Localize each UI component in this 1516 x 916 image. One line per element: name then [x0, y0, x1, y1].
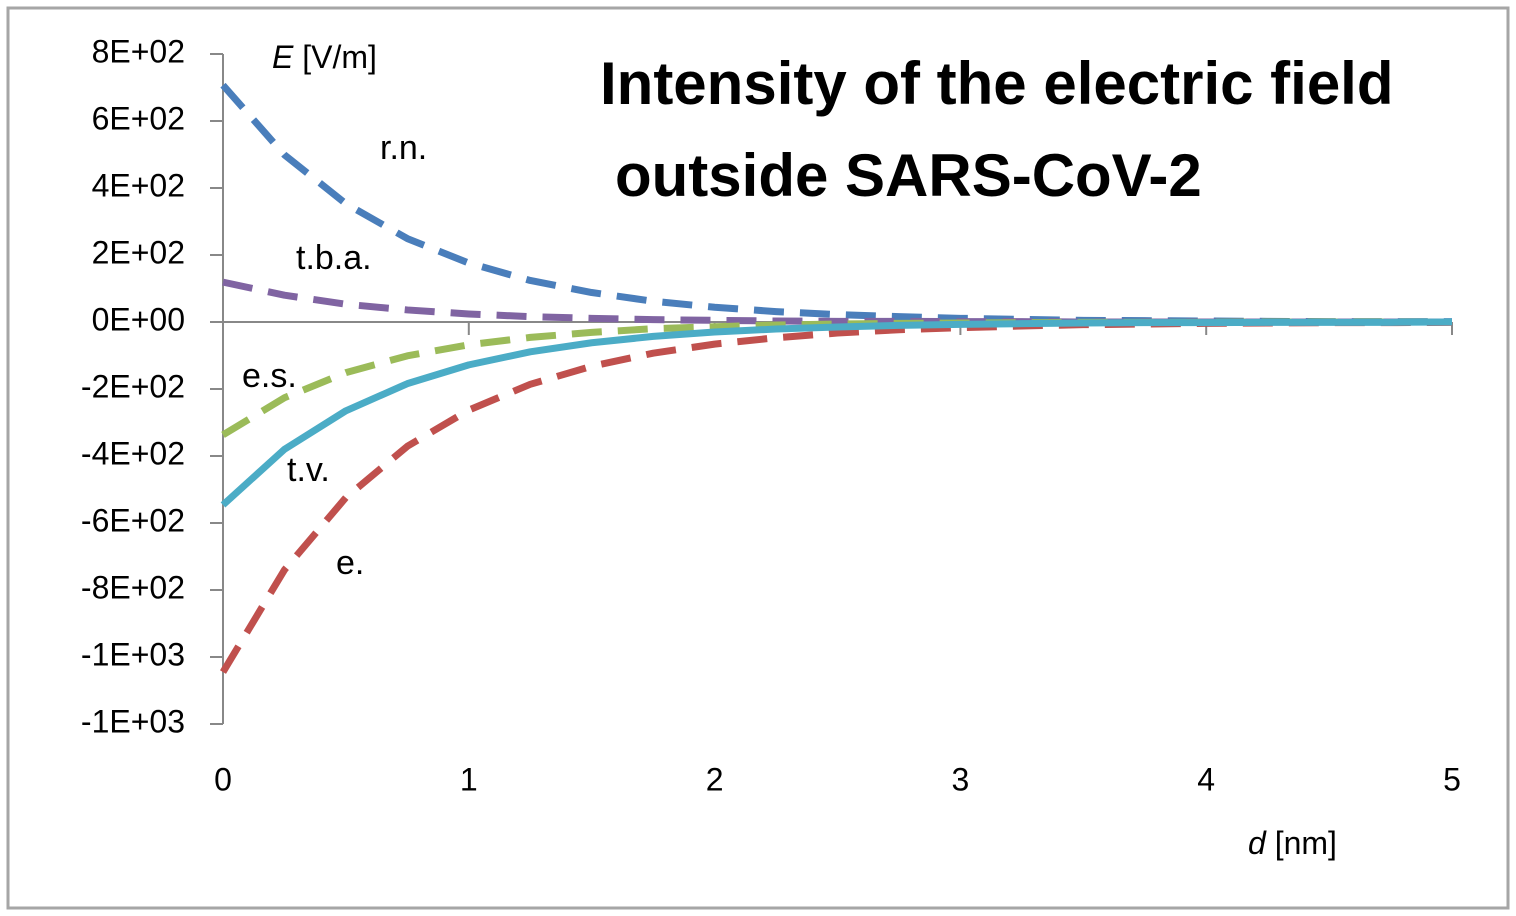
y-axis-symbol: E [272, 39, 294, 75]
x-tick-label: 2 [706, 761, 724, 797]
x-tick-label: 1 [460, 761, 478, 797]
y-tick-label: -1E+03 [81, 703, 185, 739]
series-label: t.v. [287, 451, 330, 489]
x-tick-label: 0 [214, 761, 232, 797]
y-tick-label: 6E+02 [92, 100, 185, 136]
y-tick-label: 0E+00 [92, 301, 185, 337]
y-tick-label: -2E+02 [81, 368, 185, 404]
series-label: e.s. [242, 357, 297, 395]
y-tick-label: 8E+02 [92, 33, 185, 69]
x-axis-unit: [nm] [1275, 825, 1337, 861]
y-tick-label: 2E+02 [92, 234, 185, 270]
series-line [220, 318, 1453, 508]
y-axis-unit: [V/m] [302, 39, 377, 75]
chart-title: outside SARS-CoV-2 [615, 142, 1202, 209]
y-tick-label: -4E+02 [81, 435, 185, 471]
x-axis-symbol: d [1248, 825, 1267, 861]
y-tick-label: -1E+03 [81, 636, 185, 672]
x-tick-label: 5 [1443, 761, 1461, 797]
series-label: e. [336, 544, 364, 582]
x-tick-label: 3 [952, 761, 970, 797]
series-label: r.n. [380, 129, 427, 167]
x-axis-label: d [nm] [1248, 825, 1337, 861]
chart-border [6, 6, 1510, 910]
chart-title: Intensity of the electric field [600, 50, 1394, 117]
series-label: t.b.a. [296, 239, 372, 277]
x-tick-label: 4 [1197, 761, 1215, 797]
y-axis-label: E [V/m] [272, 39, 377, 75]
y-tick-label: -6E+02 [81, 502, 185, 538]
y-tick-label: -8E+02 [81, 569, 185, 605]
y-tick-label: 4E+02 [92, 167, 185, 203]
